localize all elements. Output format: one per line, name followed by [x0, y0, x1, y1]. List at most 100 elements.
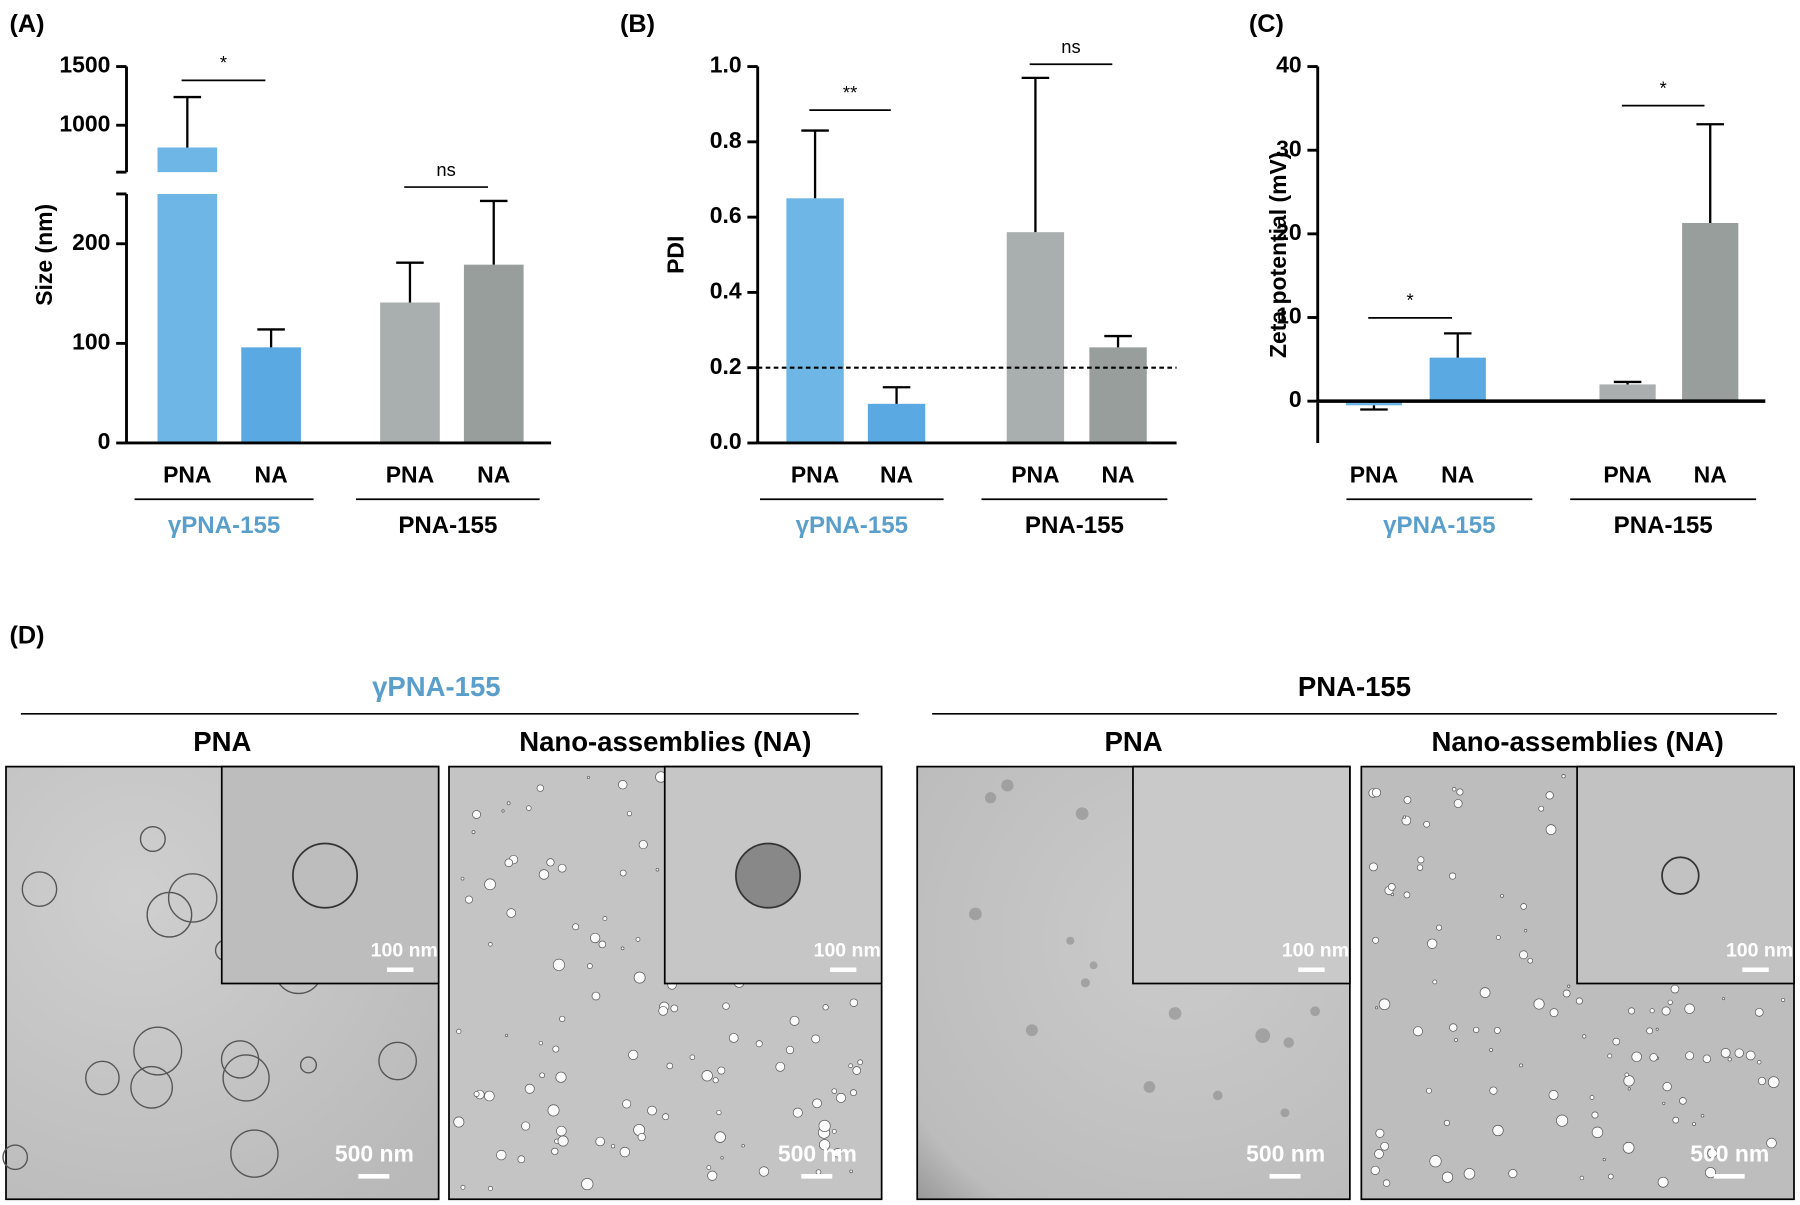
particle	[1624, 1072, 1629, 1078]
category-label: NA	[1694, 461, 1727, 487]
particle	[1527, 957, 1533, 964]
particle	[1493, 1026, 1501, 1034]
particle	[626, 811, 633, 817]
particle	[1567, 984, 1571, 988]
particle	[1679, 1097, 1687, 1105]
particle	[460, 876, 465, 881]
aggregate	[1075, 807, 1089, 821]
particle	[1582, 1034, 1587, 1039]
particle	[1417, 856, 1425, 864]
particle	[849, 998, 859, 1007]
particle	[633, 971, 646, 984]
particle	[1443, 1119, 1450, 1126]
vesicle	[139, 825, 166, 853]
particle	[1449, 872, 1457, 880]
particle	[1545, 791, 1554, 800]
particle	[472, 810, 481, 819]
group-label: γPNA-155	[796, 512, 908, 539]
particle	[637, 1132, 646, 1142]
particle	[789, 1015, 800, 1026]
particle	[1757, 1060, 1762, 1065]
particle	[556, 1125, 567, 1137]
particle	[524, 1083, 535, 1094]
particle	[1429, 1155, 1442, 1168]
particle	[551, 1147, 559, 1155]
significance-label: *	[220, 52, 227, 73]
particle	[1449, 1023, 1458, 1032]
particle	[618, 780, 628, 790]
particle	[658, 1006, 668, 1016]
particle	[1523, 929, 1528, 933]
bar	[380, 302, 440, 443]
particle	[822, 1004, 829, 1011]
particle	[1508, 1169, 1518, 1179]
particle	[1602, 1158, 1606, 1162]
particle	[1519, 1063, 1523, 1068]
particle	[1413, 1026, 1423, 1037]
particle	[611, 1144, 616, 1149]
scale-label: 500 nm	[778, 1141, 857, 1167]
particle	[1495, 935, 1501, 940]
particle	[1370, 1165, 1380, 1175]
particle	[1382, 1179, 1391, 1187]
particle	[714, 1131, 726, 1143]
y-axis-title: PDI	[662, 236, 688, 274]
micrograph	[2, 765, 440, 1201]
particle	[1538, 805, 1545, 812]
particle	[557, 863, 567, 873]
panel-label: (B)	[620, 10, 655, 38]
particle	[1720, 1047, 1731, 1058]
inset-feature	[292, 842, 359, 909]
particle	[852, 1066, 861, 1075]
particle	[720, 1156, 724, 1160]
bar	[867, 403, 926, 443]
particle	[1387, 883, 1396, 891]
particle	[1754, 1007, 1764, 1017]
particle	[1722, 997, 1726, 1001]
scale-label: 500 nm	[1246, 1141, 1325, 1167]
particle	[1519, 950, 1528, 960]
particle	[857, 1059, 863, 1066]
category-label: NA	[255, 461, 288, 487]
y-tick-label: 0.0	[710, 428, 742, 454]
particle	[1649, 1053, 1658, 1062]
particle	[689, 1054, 696, 1060]
particle	[1607, 1173, 1614, 1180]
particle	[635, 937, 641, 942]
particle	[666, 1062, 674, 1070]
vesicle	[222, 1054, 270, 1102]
particle	[506, 801, 511, 806]
particle	[1403, 891, 1411, 899]
particle	[1591, 1126, 1604, 1139]
inset-scale-label: 100 nm	[371, 940, 438, 962]
particle	[717, 1066, 726, 1075]
particle	[1657, 1176, 1669, 1188]
particle	[1662, 1101, 1666, 1105]
particle	[1561, 774, 1566, 779]
significance-label: *	[1407, 290, 1414, 311]
particle	[526, 805, 532, 811]
particle	[538, 869, 550, 880]
y-tick-label: 40	[1276, 52, 1302, 78]
particle	[1622, 1141, 1635, 1154]
bar	[463, 264, 524, 443]
panel-label: (A)	[9, 10, 44, 38]
aggregate	[1310, 1006, 1320, 1017]
particle	[812, 1098, 822, 1109]
particle	[536, 784, 544, 792]
particle	[496, 1149, 507, 1161]
particle	[1556, 1114, 1569, 1127]
particle	[818, 1119, 831, 1132]
y-tick-label: 0	[1289, 386, 1302, 412]
particle	[1372, 936, 1380, 944]
image-title: Nano-assemblies (NA)	[1432, 726, 1724, 757]
micrograph	[916, 765, 1351, 1201]
particle	[460, 1184, 466, 1190]
particle	[1463, 1168, 1476, 1180]
vesicle	[299, 1056, 318, 1074]
y-tick-label: 0.4	[710, 277, 742, 303]
particle	[1627, 1087, 1631, 1091]
aggregate	[1066, 936, 1075, 945]
particle	[1451, 787, 1457, 792]
